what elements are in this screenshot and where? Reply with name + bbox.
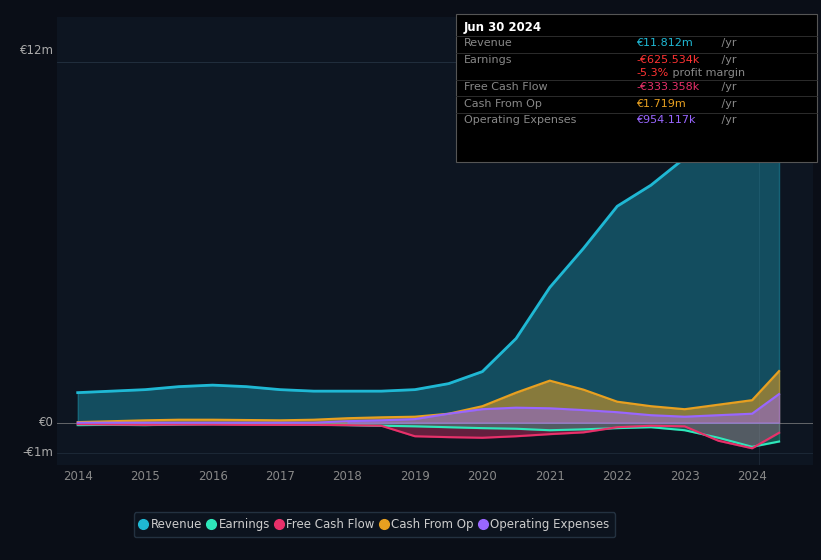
Text: -€625.534k: -€625.534k xyxy=(636,55,699,65)
Text: Free Cash Flow: Free Cash Flow xyxy=(464,82,548,92)
Text: €1.719m: €1.719m xyxy=(636,99,686,109)
Text: profit margin: profit margin xyxy=(669,68,745,78)
Text: -€1m: -€1m xyxy=(23,446,53,459)
Text: €954.117k: €954.117k xyxy=(636,115,695,125)
Text: €11.812m: €11.812m xyxy=(636,38,693,48)
Text: /yr: /yr xyxy=(718,38,737,48)
Text: /yr: /yr xyxy=(718,115,737,125)
Text: Revenue: Revenue xyxy=(464,38,512,48)
Text: Operating Expenses: Operating Expenses xyxy=(464,115,576,125)
Text: Earnings: Earnings xyxy=(464,55,512,65)
Text: Jun 30 2024: Jun 30 2024 xyxy=(464,21,542,34)
Text: €12m: €12m xyxy=(20,44,53,58)
Text: -5.3%: -5.3% xyxy=(636,68,668,78)
Text: /yr: /yr xyxy=(718,82,737,92)
Text: /yr: /yr xyxy=(718,99,737,109)
Text: Cash From Op: Cash From Op xyxy=(464,99,542,109)
Text: €0: €0 xyxy=(39,416,53,429)
Legend: Revenue, Earnings, Free Cash Flow, Cash From Op, Operating Expenses: Revenue, Earnings, Free Cash Flow, Cash … xyxy=(134,512,616,537)
Text: /yr: /yr xyxy=(718,55,737,65)
Text: -€333.358k: -€333.358k xyxy=(636,82,699,92)
